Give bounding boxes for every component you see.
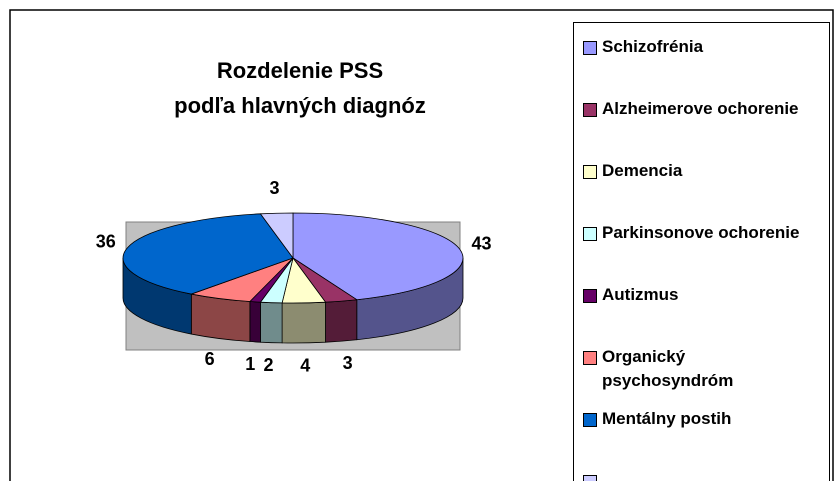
data-label: 4	[300, 356, 310, 376]
legend: Schizofrénia Alzheimerove ochorenie Demenc…	[573, 22, 830, 481]
legend-swatch	[583, 351, 597, 365]
frame	[9, 9, 834, 481]
slice-side	[325, 299, 358, 343]
data-label: 36	[96, 231, 116, 251]
data-label: 3	[343, 353, 353, 373]
legend-swatch	[583, 103, 597, 117]
chart-title: Rozdelenie PSS podľa hlavných diagnóz	[174, 58, 426, 118]
data-label: 3	[270, 178, 280, 198]
slice-side	[281, 301, 326, 344]
legend-label: Demencia	[602, 161, 683, 180]
legend-label: Schizofrénia	[602, 37, 704, 56]
legend-label: Mentálny postih	[602, 409, 732, 428]
legend-label: Organický psychosyndróm	[602, 347, 734, 390]
legend-label: Alzheimerove ochorenie	[602, 99, 799, 118]
slice	[259, 212, 294, 260]
data-label: 2	[263, 355, 273, 375]
legend-swatch	[583, 475, 597, 481]
legend-swatch	[583, 41, 597, 55]
pie: 43 3 4 21 6 36 3	[96, 178, 492, 376]
slice	[122, 213, 294, 295]
data-label: 6	[205, 349, 215, 369]
data-label: 43	[471, 234, 491, 254]
legend-label: Parkinsonove ochorenie	[602, 223, 800, 242]
legend-label: Autizmus	[602, 285, 679, 304]
legend-swatch	[583, 165, 597, 179]
legend-swatch	[583, 227, 597, 241]
data-label: 1	[245, 354, 255, 374]
slice	[292, 212, 464, 301]
legend-swatch	[583, 289, 597, 303]
slice-side	[260, 301, 283, 344]
slice-side	[249, 301, 261, 343]
legend-swatch	[583, 413, 597, 427]
